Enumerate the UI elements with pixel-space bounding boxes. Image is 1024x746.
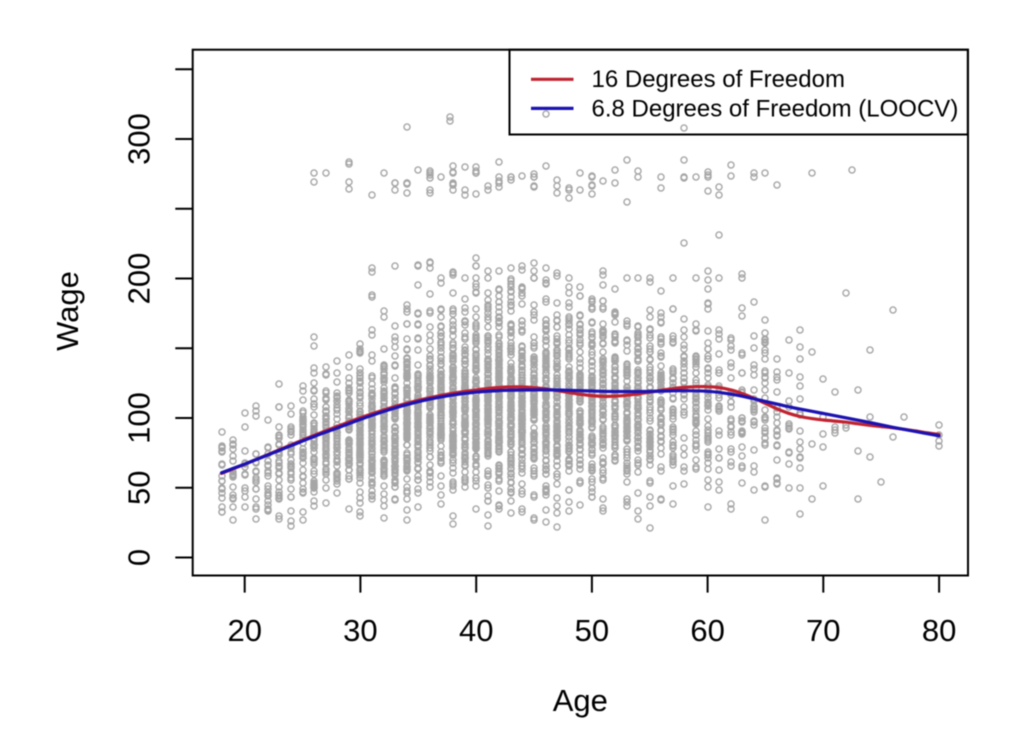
svg-text:Age: Age [553,683,608,718]
svg-text:100: 100 [122,392,157,444]
svg-text:16 Degrees of Freedom: 16 Degrees of Freedom [592,66,845,93]
svg-text:40: 40 [459,613,493,648]
svg-text:Wage: Wage [50,271,85,351]
svg-text:50: 50 [122,471,157,505]
svg-text:20: 20 [227,613,261,648]
svg-text:60: 60 [690,613,724,648]
svg-text:80: 80 [922,613,956,648]
svg-text:6.8 Degrees of Freedom (LOOCV): 6.8 Degrees of Freedom (LOOCV) [592,95,959,122]
svg-text:300: 300 [122,113,157,165]
svg-text:0: 0 [122,549,157,566]
svg-text:70: 70 [806,613,840,648]
svg-text:50: 50 [575,613,609,648]
svg-text:30: 30 [343,613,377,648]
svg-text:200: 200 [122,253,157,305]
